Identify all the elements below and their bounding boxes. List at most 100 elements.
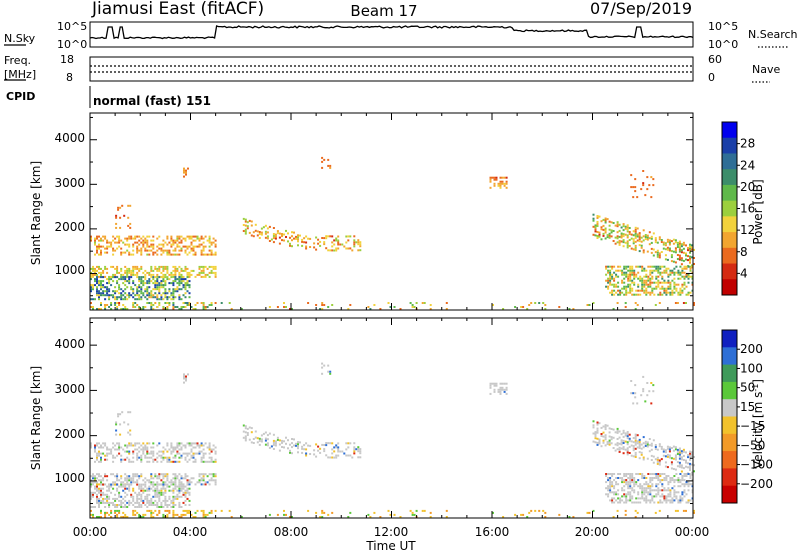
power-cell bbox=[176, 253, 179, 256]
power-cell bbox=[623, 277, 626, 280]
power-cell bbox=[104, 247, 107, 250]
power-cell bbox=[164, 241, 167, 244]
power-cell bbox=[588, 304, 591, 306]
power-cell bbox=[632, 186, 635, 189]
velocity-cell bbox=[661, 473, 664, 475]
power-cell bbox=[665, 281, 668, 284]
power-cell bbox=[627, 291, 630, 294]
power-cell bbox=[122, 276, 125, 279]
velocity-cell bbox=[104, 454, 107, 457]
power-cell bbox=[188, 245, 191, 248]
velocity-cell bbox=[120, 483, 123, 486]
velocity-cell bbox=[182, 477, 185, 480]
velocity-cell bbox=[140, 444, 143, 447]
velocity-cell bbox=[677, 491, 680, 494]
velocity-cell bbox=[679, 495, 682, 498]
power-cell bbox=[154, 282, 157, 285]
velocity-cell bbox=[572, 516, 575, 518]
velocity-cell bbox=[634, 451, 637, 454]
velocity-cell bbox=[628, 445, 631, 448]
power-cell bbox=[499, 176, 502, 179]
velocity-cell bbox=[102, 452, 105, 455]
velocity-cell bbox=[641, 475, 644, 477]
power-cell bbox=[678, 244, 681, 247]
velocity-cell bbox=[208, 446, 211, 449]
power-cell bbox=[156, 294, 159, 297]
power-cell bbox=[614, 224, 617, 227]
velocity-cell bbox=[166, 444, 169, 447]
power-cell bbox=[154, 288, 157, 291]
velocity-cell bbox=[188, 491, 191, 494]
velocity-cell bbox=[629, 499, 632, 502]
velocity-cell bbox=[104, 458, 107, 461]
velocity-cell bbox=[666, 447, 669, 450]
velocity-cell bbox=[132, 481, 135, 484]
power-cell bbox=[196, 235, 199, 238]
velocity-cell bbox=[96, 497, 98, 500]
power-cell bbox=[639, 275, 642, 278]
velocity-cell bbox=[164, 448, 167, 451]
velocity-cell bbox=[116, 475, 119, 478]
velocity-cell bbox=[176, 489, 179, 492]
velocity-cell bbox=[594, 431, 597, 434]
velocity-cell bbox=[132, 513, 135, 516]
velocity-cell bbox=[244, 431, 247, 434]
power-cell bbox=[120, 251, 123, 254]
velocity-cell bbox=[140, 504, 143, 506]
power-cell bbox=[643, 281, 646, 284]
power-cell bbox=[152, 282, 155, 285]
velocity-cell bbox=[637, 479, 640, 482]
power-cell bbox=[126, 294, 129, 297]
velocity-cell bbox=[622, 431, 625, 434]
power-cell bbox=[140, 290, 143, 293]
power-cell bbox=[614, 236, 617, 239]
velocity-cell bbox=[683, 479, 686, 482]
power-cell bbox=[681, 267, 684, 270]
velocity-cell bbox=[104, 516, 107, 518]
power-cell bbox=[337, 247, 340, 250]
power-cell bbox=[116, 308, 119, 310]
velocity-cell bbox=[214, 473, 217, 476]
power-cell bbox=[124, 298, 127, 301]
velocity-cell bbox=[631, 475, 634, 477]
velocity-cell bbox=[228, 509, 231, 512]
power-cell bbox=[122, 282, 125, 285]
velocity-cell bbox=[631, 481, 634, 484]
power-cell bbox=[124, 271, 127, 274]
velocity-cell bbox=[645, 501, 648, 504]
velocity-cell bbox=[629, 473, 632, 475]
velocity-cell bbox=[677, 499, 680, 502]
power-cell bbox=[646, 236, 649, 239]
power-cell bbox=[642, 251, 645, 254]
power-cell bbox=[138, 284, 141, 287]
power-cell bbox=[625, 287, 628, 290]
velocity-cell bbox=[202, 513, 205, 516]
velocity-cell bbox=[92, 483, 94, 486]
velocity-cell bbox=[642, 446, 645, 449]
velocity-cell bbox=[624, 440, 627, 443]
power-cell bbox=[136, 288, 139, 291]
power-cell bbox=[128, 269, 131, 272]
freq-left-tick-top: 18 bbox=[60, 53, 74, 66]
power-cell bbox=[142, 276, 145, 279]
velocity-cell bbox=[586, 511, 589, 514]
colorbar-tick-label: 8 bbox=[740, 245, 748, 259]
velocity-cell bbox=[110, 501, 113, 504]
velocity-cell bbox=[254, 436, 257, 439]
velocity-cell bbox=[429, 516, 432, 518]
velocity-cell bbox=[106, 446, 109, 449]
velocity-cell bbox=[154, 509, 157, 512]
velocity-cell bbox=[655, 475, 658, 477]
power-cell bbox=[291, 235, 293, 238]
power-cell bbox=[186, 276, 189, 279]
velocity-cell bbox=[194, 516, 197, 518]
velocity-cell bbox=[190, 444, 193, 447]
power-cell bbox=[166, 302, 169, 304]
power-cell bbox=[115, 214, 118, 217]
power-cell bbox=[144, 239, 147, 242]
velocity-cell bbox=[106, 501, 109, 504]
velocity-cell bbox=[146, 479, 149, 482]
power-cell bbox=[609, 283, 612, 286]
power-cell bbox=[158, 243, 161, 246]
power-cell bbox=[114, 237, 117, 240]
